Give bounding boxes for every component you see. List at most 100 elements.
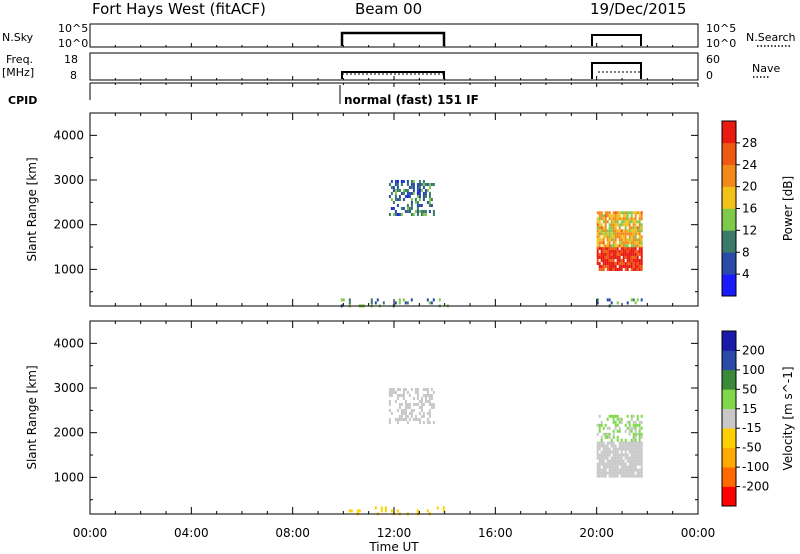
data-cell [634,262,637,265]
data-cell [628,235,631,239]
data-cell [600,456,603,460]
data-cell [602,441,605,445]
data-cell [628,232,631,236]
data-cell [624,447,627,451]
data-cell [598,226,601,230]
data-cell [624,438,627,442]
data-cell [622,462,625,466]
data-cell [626,247,629,250]
data-cell [618,471,621,475]
data-cell [416,192,419,195]
data-cell [398,418,401,421]
data-cell [408,418,411,421]
data-cell [422,415,425,418]
data-cell [620,238,623,242]
data-cell [612,259,615,262]
data-cell [602,462,605,466]
data-cell [406,391,409,394]
data-cell [630,447,633,451]
data-cell [632,432,635,436]
data-cell [618,453,621,457]
data-cell [418,183,421,186]
data-cell [614,265,617,268]
data-cell [392,388,395,391]
data-cell [402,207,405,210]
nsky-label: N.Sky [2,31,34,44]
data-cell [406,204,409,207]
data-cell [640,426,643,430]
data-cell [638,211,641,215]
data-cell [606,432,609,436]
data-cell [420,400,423,403]
data-cell [608,241,611,245]
data-cell [604,471,607,475]
data-cell [428,403,431,406]
data-cell [604,423,607,427]
data-cell [598,220,601,224]
data-cell [630,226,633,230]
data-cell [394,195,397,198]
data-cell [398,301,401,305]
data-cell [426,418,429,421]
data-cell [632,423,635,427]
data-cell [614,238,617,242]
data-cell [628,462,631,466]
data-cell [628,226,631,230]
data-cell [616,220,619,224]
data-cell [636,456,639,460]
data-cell [608,471,611,475]
data-cell [412,189,415,192]
data-cell [636,298,639,302]
data-cell [622,262,625,265]
data-cell [392,189,395,192]
data-cell [620,229,623,233]
data-cell [638,456,641,460]
data-cell [634,268,637,271]
data-cell [638,250,641,253]
beam-title: Beam 00 [355,0,423,18]
data-cell [428,400,431,403]
data-cell [426,412,429,415]
data-cell [640,238,643,242]
data-cell [640,223,643,227]
data-cell [432,213,435,216]
data-cell [636,414,639,418]
data-cell [408,403,411,406]
data-cell [390,412,393,415]
freq-trace-2 [591,62,642,79]
data-cell [620,253,623,256]
data-cell [422,180,425,183]
data-cell [596,462,599,466]
data-cell [612,453,615,457]
data-cell [404,415,407,418]
data-cell [618,441,621,445]
data-cell [596,220,599,224]
data-cell [416,397,419,400]
data-cell [628,223,631,227]
data-cell [596,262,599,265]
y-tick-label: 2000 [53,426,84,440]
data-cell [388,418,391,421]
data-cell [420,189,423,192]
data-cell [620,453,623,457]
data-cell [614,268,617,271]
data-cell [392,201,395,204]
data-cell [410,415,413,418]
data-cell [634,459,637,463]
data-cell [608,265,611,268]
data-cell [600,268,603,271]
data-cell [634,426,637,430]
data-cell [608,298,611,302]
data-cell [620,247,623,250]
data-cell [404,403,407,406]
data-cell [640,474,643,478]
data-cell [602,250,605,253]
data-cell [428,195,431,198]
data-cell [612,450,615,454]
data-cell [626,301,629,305]
data-cell [636,262,639,265]
data-cell [616,435,619,439]
data-cell [416,186,419,189]
data-cell [614,465,617,469]
data-cell [634,232,637,236]
